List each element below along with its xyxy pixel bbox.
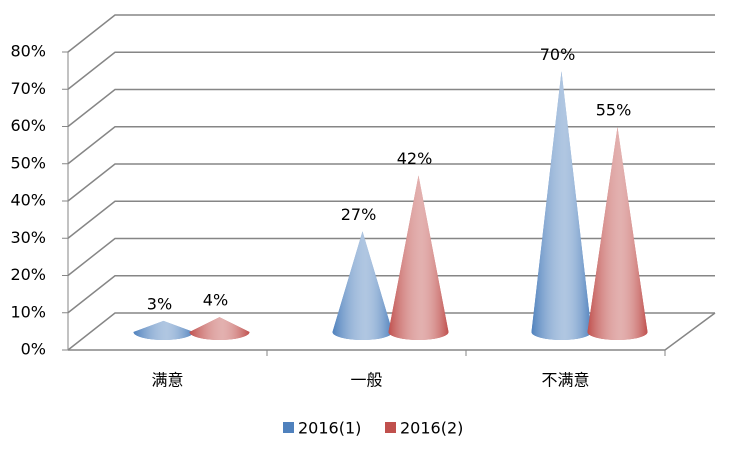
data-label: 4% <box>203 291 228 310</box>
y-tick-label: 70% <box>10 79 46 98</box>
cone-shade <box>388 175 449 340</box>
cone-shade <box>189 317 250 340</box>
grid-line <box>67 312 715 351</box>
legend-swatch <box>385 422 396 433</box>
legend-label: 2016(1) <box>298 419 361 438</box>
x-tick-label: 不满意 <box>541 371 589 390</box>
data-label: 70% <box>540 45 576 64</box>
cone-shade <box>133 320 194 340</box>
cone <box>189 317 250 340</box>
grid-line <box>67 237 715 277</box>
cone-shade <box>332 231 393 340</box>
grid-line <box>67 275 715 314</box>
cone <box>587 127 648 340</box>
cone-shade <box>587 127 648 340</box>
grid-line <box>67 126 715 165</box>
y-tick-label: 30% <box>10 228 46 247</box>
y-tick-label: 10% <box>10 302 46 321</box>
grid-line <box>67 200 715 239</box>
x-tick-label: 一般 <box>350 371 382 390</box>
cone <box>388 175 449 340</box>
grid-line <box>67 88 715 128</box>
data-label: 42% <box>397 149 433 168</box>
legend-swatch <box>283 422 294 433</box>
data-label: 55% <box>596 101 632 120</box>
grid-line <box>67 14 715 53</box>
y-tick-label: 80% <box>10 42 46 61</box>
y-tick-label: 50% <box>10 153 46 172</box>
y-tick-label: 0% <box>21 340 46 359</box>
cone <box>133 320 194 340</box>
cone-shade <box>531 71 592 340</box>
data-label: 27% <box>341 205 377 224</box>
grid-line <box>67 51 715 90</box>
y-tick-label: 40% <box>10 191 46 210</box>
cone <box>332 231 393 340</box>
legend-label: 2016(2) <box>400 419 463 438</box>
grid-line <box>67 163 715 202</box>
data-label: 3% <box>147 294 172 313</box>
cone <box>531 71 592 340</box>
y-tick-label: 20% <box>10 265 46 284</box>
x-tick-label: 满意 <box>151 371 183 390</box>
y-tick-label: 60% <box>10 116 46 135</box>
